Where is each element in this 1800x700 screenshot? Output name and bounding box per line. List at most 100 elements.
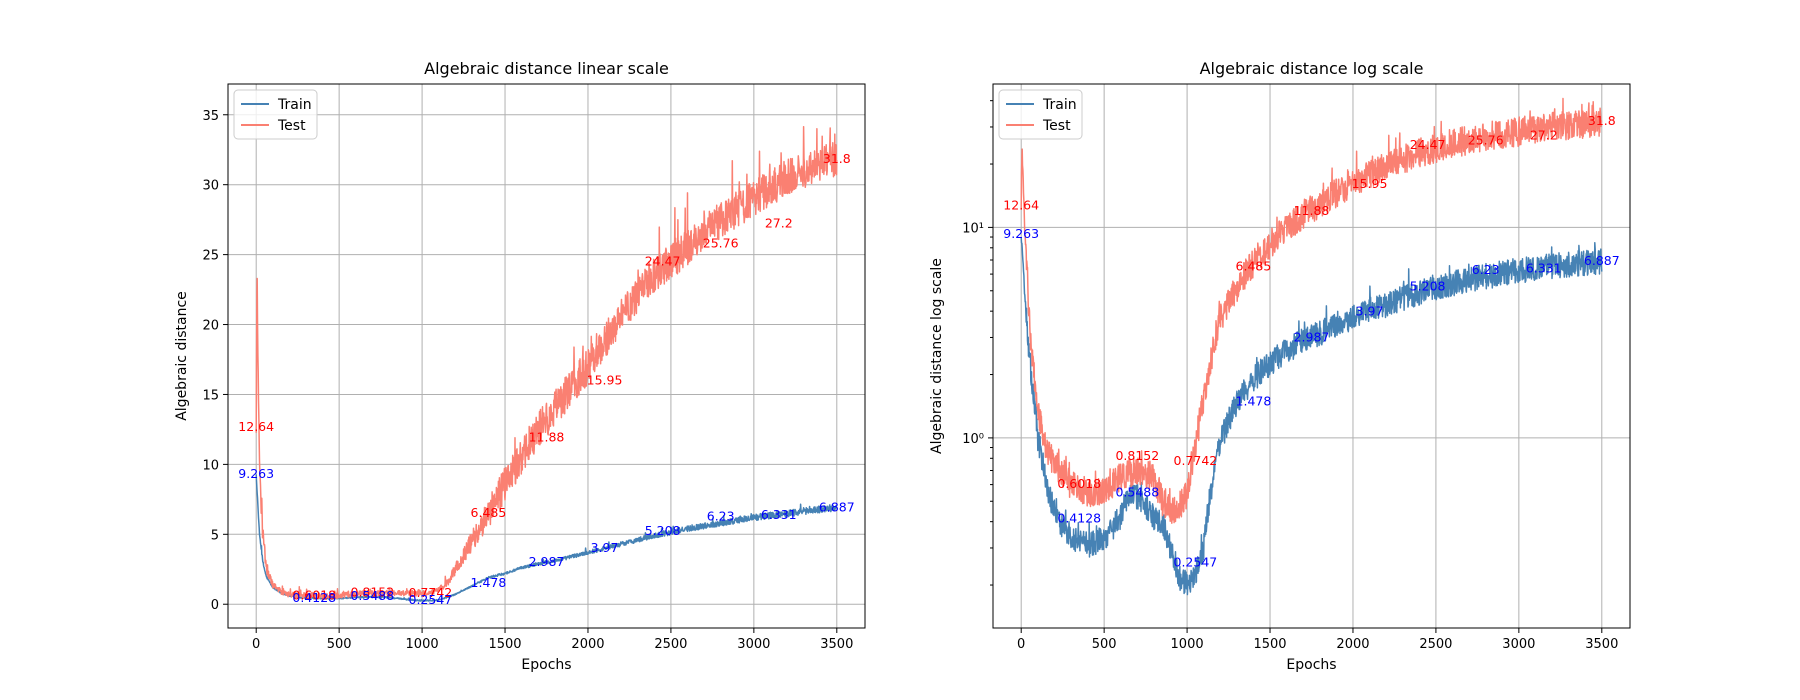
x-axis-label: Epochs <box>521 657 571 673</box>
data-label: 25.76 <box>1468 132 1504 147</box>
y-tick-label: 25 <box>202 249 219 264</box>
log-scale-chart: 12.64 9.263 0.6018 0.4128 0.8152 0.5488 0.7742… <box>929 59 1631 673</box>
data-label: 31.8 <box>1588 113 1616 128</box>
legend-label: Test <box>277 118 306 134</box>
data-label: 0.2547 <box>1174 554 1218 569</box>
x-tick-label: 0 <box>252 637 260 652</box>
data-label: 25.76 <box>703 235 739 250</box>
data-label: 0.6018 <box>1057 476 1101 491</box>
data-label: 24.47 <box>1410 137 1446 152</box>
x-tick-label: 2500 <box>654 637 687 652</box>
data-label: 0.2547 <box>409 592 453 607</box>
data-label: 6.887 <box>819 499 855 514</box>
data-label: 2.987 <box>1294 329 1330 344</box>
data-label: 5.208 <box>645 523 681 538</box>
x-tick-label: 1000 <box>1171 637 1204 652</box>
series-line-train <box>255 474 838 602</box>
data-label: 0.7742 <box>1174 453 1218 468</box>
data-label: 27.2 <box>1530 127 1558 142</box>
x-tick-label: 1500 <box>488 637 521 652</box>
legend-label: Test <box>1042 118 1071 134</box>
data-label: 15.95 <box>587 373 623 388</box>
y-tick-label: 0 <box>211 598 219 613</box>
x-tick-label: 500 <box>1092 637 1117 652</box>
y-axis-label: Algebraic distance <box>174 291 190 421</box>
data-label: 11.88 <box>529 430 565 445</box>
x-tick-label: 2000 <box>571 637 604 652</box>
series-group <box>255 125 838 602</box>
y-tick-label: 10¹ <box>962 221 984 236</box>
x-tick-label: 0 <box>1017 637 1025 652</box>
data-label: 3.97 <box>1356 303 1384 318</box>
x-axis: 0 500 1000 1500 2000 2500 3000 3500 <box>1017 628 1618 652</box>
data-label: 9.263 <box>1003 226 1039 241</box>
legend-label: Train <box>1042 97 1077 113</box>
x-tick-label: 2000 <box>1336 637 1369 652</box>
data-label: 11.88 <box>1294 203 1330 218</box>
data-label: 0.5488 <box>1115 484 1159 499</box>
x-tick-label: 3000 <box>1502 637 1535 652</box>
data-label: 6.331 <box>1526 261 1562 276</box>
legend: Train Test <box>998 89 1083 140</box>
data-label: 6.485 <box>1236 258 1272 273</box>
series-group <box>1020 97 1603 596</box>
legend-label: Train <box>277 97 312 113</box>
x-tick-label: 3500 <box>1585 637 1618 652</box>
data-label: 6.485 <box>471 505 507 520</box>
axes-frame <box>992 83 1631 629</box>
x-tick-label: 1500 <box>1253 637 1286 652</box>
data-label: 0.8152 <box>1115 448 1159 463</box>
data-label: 24.47 <box>645 254 681 269</box>
y-axis-label: Algebraic distance log scale <box>929 258 945 454</box>
data-label: 0.4128 <box>1057 510 1101 525</box>
x-tick-label: 1000 <box>406 637 439 652</box>
y-axis: 10⁰ 10¹ <box>962 100 993 586</box>
y-axis: 0 5 10 15 20 25 30 35 <box>202 109 228 613</box>
data-label: 6.23 <box>707 509 735 524</box>
data-label: 0.5488 <box>350 588 394 603</box>
data-label: 0.6018 <box>292 587 336 602</box>
legend-box <box>998 89 1083 140</box>
axes-frame <box>227 83 866 629</box>
x-tick-label: 500 <box>327 637 352 652</box>
x-tick-label: 3000 <box>737 637 770 652</box>
x-axis-label: Epochs <box>1286 657 1336 673</box>
y-tick-label: 20 <box>202 319 219 334</box>
chart-title: Algebraic distance linear scale <box>424 59 669 78</box>
legend-box <box>233 89 318 140</box>
data-label: 1.478 <box>1236 394 1272 409</box>
series-line-test <box>1020 97 1603 524</box>
data-label: 6.23 <box>1472 262 1500 277</box>
data-label: 0.8152 <box>350 584 394 599</box>
legend: Train Test <box>233 89 318 140</box>
data-label: 2.987 <box>529 554 565 569</box>
y-tick-label: 15 <box>202 388 219 403</box>
x-tick-label: 3500 <box>820 637 853 652</box>
y-tick-label: 5 <box>211 528 219 543</box>
data-label: 1.478 <box>471 575 507 590</box>
y-tick-label: 10⁰ <box>962 432 984 447</box>
data-label: 3.97 <box>591 540 619 555</box>
series-line-train <box>1020 237 1603 596</box>
data-label: 12.64 <box>1003 197 1039 212</box>
data-label: 6.887 <box>1584 253 1620 268</box>
data-label: 9.263 <box>238 466 274 481</box>
x-tick-label: 2500 <box>1419 637 1452 652</box>
series-line-test <box>255 125 838 600</box>
data-label: 0.4128 <box>292 590 336 605</box>
data-label: 15.95 <box>1352 176 1388 191</box>
x-axis: 0 500 1000 1500 2000 2500 3000 3500 <box>252 628 853 652</box>
data-label: 27.2 <box>765 215 793 230</box>
data-label: 12.64 <box>238 419 274 434</box>
y-tick-label: 10 <box>202 458 219 473</box>
chart-title: Algebraic distance log scale <box>1200 59 1424 78</box>
data-label: 5.208 <box>1410 279 1446 294</box>
data-label: 0.7742 <box>409 585 453 600</box>
y-tick-label: 30 <box>202 179 219 194</box>
annotations: 12.64 9.263 0.6018 0.4128 0.8152 0.5488 0.7742… <box>1003 113 1619 569</box>
y-tick-label: 35 <box>202 109 219 124</box>
data-label: 31.8 <box>823 151 851 166</box>
